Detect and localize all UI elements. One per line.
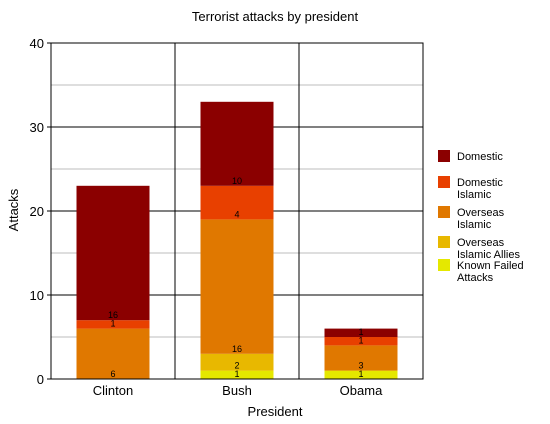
y-tick-label: 40	[30, 36, 44, 51]
bar-segment	[76, 185, 150, 321]
y-tick-label: 30	[30, 120, 44, 135]
data-label: 16	[232, 344, 242, 354]
x-tick-label: Bush	[222, 383, 252, 398]
legend-label: Known Failed	[457, 260, 524, 272]
x-axis-title: President	[248, 404, 303, 419]
data-label: 1	[110, 319, 115, 329]
bar-segment	[200, 353, 274, 371]
y-tick-label: 20	[30, 204, 44, 219]
legend-label: Overseas	[457, 237, 505, 249]
bar-segment	[200, 219, 274, 354]
y-tick-label: 10	[30, 288, 44, 303]
legend: DomesticDomesticIslamicOverseasIslamicOv…	[438, 150, 524, 284]
bar-segment	[200, 101, 274, 186]
x-tick-label: Obama	[340, 383, 383, 398]
legend-label: Islamic Allies	[457, 249, 520, 261]
bar-segment	[324, 345, 398, 371]
legend-label: Domestic	[457, 151, 503, 163]
y-tick-label: 0	[37, 372, 44, 387]
data-label: 3	[358, 361, 363, 371]
chart-title: Terrorist attacks by president	[192, 9, 359, 24]
legend-label: Islamic	[457, 219, 492, 231]
legend-swatch	[438, 176, 450, 188]
legend-swatch	[438, 150, 450, 162]
bar-segment	[200, 370, 274, 379]
data-label: 1	[358, 335, 363, 345]
y-axis-title: Attacks	[6, 188, 21, 231]
legend-label: Domestic	[457, 177, 503, 189]
data-label: 1	[234, 369, 239, 379]
data-label: 6	[110, 369, 115, 379]
bar-segment	[324, 328, 398, 337]
bar-segment	[76, 320, 150, 329]
legend-swatch	[438, 236, 450, 248]
data-label: 10	[232, 176, 242, 186]
bar-segment	[324, 370, 398, 379]
data-label: 4	[234, 209, 239, 219]
bar-segment	[76, 328, 150, 379]
data-label: 2	[234, 361, 239, 371]
bar-segment	[324, 337, 398, 346]
data-label: 16	[108, 310, 118, 320]
legend-label: Islamic	[457, 189, 492, 201]
legend-label: Attacks	[457, 272, 494, 284]
legend-label: Overseas	[457, 207, 505, 219]
x-tick-label: Clinton	[93, 383, 133, 398]
legend-swatch	[438, 259, 450, 271]
data-label: 1	[358, 369, 363, 379]
plot-border	[50, 42, 424, 380]
bar-segment	[200, 185, 274, 220]
data-label: 1	[358, 327, 363, 337]
legend-swatch	[438, 206, 450, 218]
